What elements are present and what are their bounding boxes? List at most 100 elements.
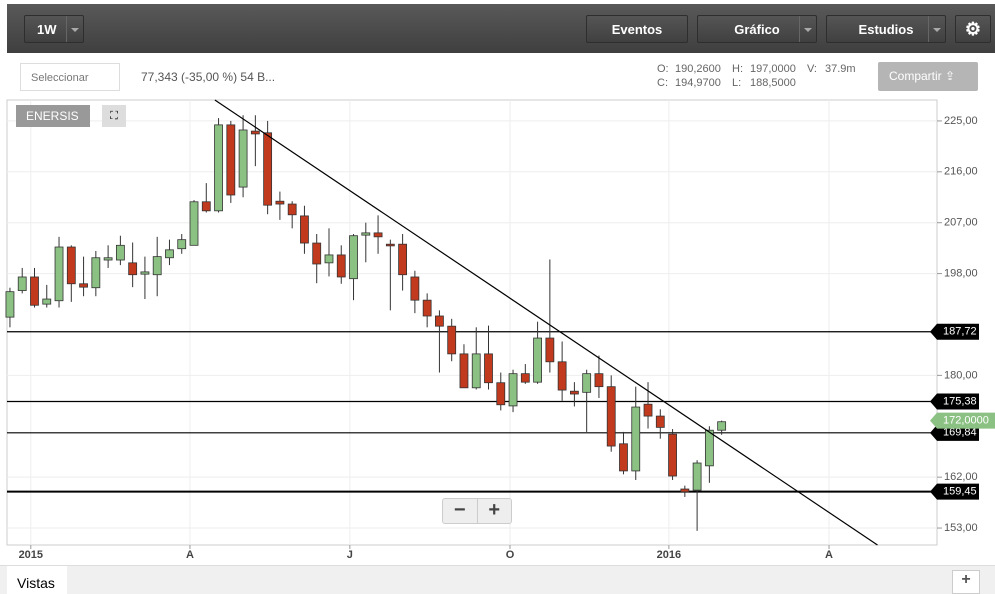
candle [508,369,518,413]
candle-body [17,276,27,291]
candle [250,115,260,167]
candle-body [496,382,506,406]
zoom-in[interactable]: + [488,499,501,521]
plot-area [6,99,938,546]
price-tag [930,393,979,410]
price-tag-label: 175,38 [943,395,977,407]
events-button[interactable]: Eventos [586,15,688,43]
candle-body [226,124,236,196]
candle-body [373,232,383,238]
candle [484,325,493,390]
quote: 77,343 (-35,00 %) 54 B... [141,70,276,84]
candle-body [484,353,493,384]
y-tick-label: 153,00 [944,522,978,534]
candle-body [214,124,223,212]
y-tick-label: 162,00 [944,471,978,483]
candle-body [140,271,150,275]
candle-body [692,462,702,491]
candle [459,344,469,389]
ohlc-value: 194,9700 [675,77,721,89]
add-button[interactable]: + [952,570,980,594]
candle [91,250,101,297]
candle-body [361,232,371,236]
candle [692,460,702,531]
candle [66,245,76,302]
candle [324,228,334,277]
candle [361,222,371,263]
candle-body [312,242,322,265]
ohlc-value: 188,5000 [750,77,796,89]
ohlc-value: 37.9m [825,63,856,75]
button-label: Gráfico [734,21,780,37]
candle [30,267,39,308]
views-tab[interactable]: Vistas [7,566,67,594]
candle [214,118,223,213]
zoom-control: − + [442,498,512,524]
zoom-out[interactable]: − [443,499,478,523]
candle [545,259,555,373]
candle-body [103,257,113,261]
candle [177,234,187,254]
candle-body [165,249,174,259]
candle [680,485,690,497]
ohlc-value: 190,2600 [675,63,721,75]
select-box[interactable]: Seleccionar [20,63,120,91]
share-label: Compartir [889,69,942,83]
candle-body [201,201,211,212]
candle-body [385,243,395,247]
candle [5,287,15,328]
y-tick-label: 207,00 [944,217,978,229]
candle [336,245,346,284]
candle-body [5,291,15,318]
candle [165,239,174,266]
price-tag [930,412,995,429]
candle [373,215,383,254]
settings-button[interactable]: ⚙ [955,15,991,43]
candle-body [91,257,101,289]
candle-body [336,254,346,278]
ohlc-key: L: [732,77,742,89]
select-label: Seleccionar [31,72,89,84]
candle [140,256,150,300]
y-tick-label: 198,00 [944,267,978,279]
interval-button[interactable]: 1W [24,15,84,43]
candle-body [349,235,358,280]
candle [520,364,530,384]
candle [447,318,457,362]
candle-body [435,315,444,327]
candle-body [54,246,64,302]
candle [582,369,592,432]
candle-body [238,129,248,188]
x-tick-label: A [825,549,833,561]
candle-body [263,132,273,206]
candle-body [66,246,76,285]
button-label: Estudios [858,21,914,37]
candle-body [704,429,714,467]
candle-body [447,325,457,355]
candle-body [79,283,88,288]
candle-body [631,406,641,472]
candle [201,183,211,213]
ohlc-key: C: [657,77,668,89]
ohlc-key: V: [807,63,817,75]
candle-body [533,337,542,383]
candle [643,382,653,429]
candle-body [177,239,187,250]
button-label: Eventos [611,21,663,37]
share-button[interactable]: Compartir ⇪ [878,62,978,91]
candle [496,372,506,411]
ohlc-key: O: [657,63,669,75]
chart-button[interactable]: Gráfico [697,15,817,43]
candle [300,205,309,254]
y-tick-label: 225,00 [944,115,978,127]
candle [189,200,199,246]
fullscreen-button[interactable]: ⛶ [102,105,126,127]
candle-body [557,361,567,391]
x-tick-label: A [186,549,194,561]
candle [42,284,52,308]
x-tick-label: O [506,549,515,561]
price-tag [930,424,979,441]
studies-button[interactable]: Estudios [826,15,946,43]
chart: 225,00 216,00 207,00 198,00 180,00 162,00 153,… [5,99,995,561]
candle [312,234,322,284]
